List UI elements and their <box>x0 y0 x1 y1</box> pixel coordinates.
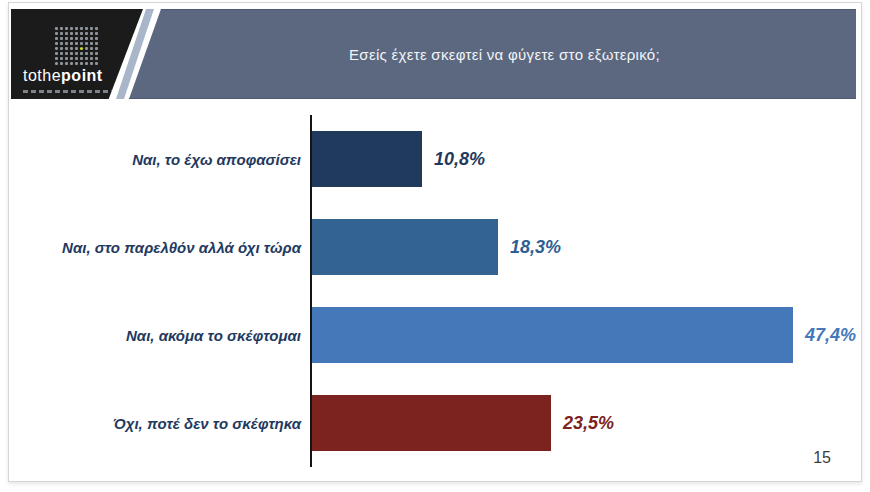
dot-icon <box>70 32 73 35</box>
bar <box>312 307 793 363</box>
category-label: Όχι, ποτέ δεν το σκέφτηκα <box>9 415 301 432</box>
bar-chart: Ναι, το έχω αποφασίσει 10,8% Ναι, στο παρε… <box>9 115 861 467</box>
dot-icon <box>75 52 78 55</box>
bar <box>312 219 498 275</box>
dot-icon <box>95 57 98 60</box>
logo-wordmark-bold: point <box>61 67 103 84</box>
dot-icon <box>90 57 93 60</box>
dot-icon <box>55 37 58 40</box>
dot-icon <box>85 32 88 35</box>
dot-icon <box>70 62 73 65</box>
dot-icon <box>80 52 83 55</box>
dot-icon <box>90 27 93 30</box>
dot-icon <box>60 57 63 60</box>
slide: tothepoint Εσείς έχετε σκεφτεί να φύγετε… <box>8 2 862 482</box>
dot-icon <box>65 32 68 35</box>
dot-icon <box>75 37 78 40</box>
dot-icon <box>60 52 63 55</box>
dot-icon <box>80 37 83 40</box>
dot-icon <box>65 37 68 40</box>
bar <box>312 395 551 451</box>
dot-icon <box>75 27 78 30</box>
dot-icon <box>55 57 58 60</box>
dot-icon <box>85 62 88 65</box>
category-label: Ναι, ακόμα το σκέφτομαι <box>9 327 301 344</box>
dot-icon <box>75 47 78 50</box>
dot-icon <box>70 57 73 60</box>
dot-icon <box>60 27 63 30</box>
dot-icon <box>90 52 93 55</box>
dot-icon <box>75 32 78 35</box>
category-label: Ναι, το έχω αποφασίσει <box>9 151 301 168</box>
chart-row: Ναι, το έχω αποφασίσει 10,8% <box>9 131 861 187</box>
bar <box>312 131 422 187</box>
dot-icon <box>95 37 98 40</box>
category-label: Ναι, στο παρελθόν αλλά όχι τώρα <box>9 239 301 256</box>
dot-icon <box>95 42 98 45</box>
dot-icon <box>80 62 83 65</box>
dot-icon <box>70 52 73 55</box>
dot-icon <box>80 27 83 30</box>
dot-icon <box>90 47 93 50</box>
dot-icon <box>65 62 68 65</box>
chart-row: Όχι, ποτέ δεν το σκέφτηκα 23,5% <box>9 395 861 451</box>
dot-icon <box>80 32 83 35</box>
dot-icon <box>75 57 78 60</box>
logo-tagline-microtext <box>23 90 123 93</box>
value-label: 18,3% <box>510 237 561 258</box>
dot-icon <box>95 47 98 50</box>
dot-icon <box>70 47 73 50</box>
dot-icon <box>55 47 58 50</box>
dots-grid-icon <box>55 27 98 65</box>
dot-icon <box>85 37 88 40</box>
dot-icon <box>90 62 93 65</box>
question-title: Εσείς έχετε σκεφτεί να φύγετε στο εξωτερ… <box>325 46 660 63</box>
page-number: 15 <box>813 449 831 467</box>
dot-icon <box>85 42 88 45</box>
value-label: 47,4% <box>805 325 856 346</box>
logo-wordmark-light: tothe <box>23 67 61 84</box>
dot-icon <box>85 57 88 60</box>
dot-icon <box>85 27 88 30</box>
dot-icon <box>60 32 63 35</box>
dot-icon <box>85 47 88 50</box>
dot-icon <box>95 27 98 30</box>
dot-icon <box>60 62 63 65</box>
dot-icon <box>90 32 93 35</box>
dot-icon <box>65 27 68 30</box>
header-band: Εσείς έχετε σκεφτεί να φύγετε στο εξωτερ… <box>129 9 856 99</box>
dot-icon <box>70 42 73 45</box>
dot-icon <box>55 42 58 45</box>
dot-icon <box>55 62 58 65</box>
chart-rows: Ναι, το έχω αποφασίσει 10,8% Ναι, στο παρε… <box>9 115 861 467</box>
dot-icon <box>65 47 68 50</box>
dot-icon <box>85 52 88 55</box>
value-label: 23,5% <box>563 413 614 434</box>
dot-icon <box>75 42 78 45</box>
dot-icon <box>65 42 68 45</box>
dot-icon <box>65 57 68 60</box>
dot-icon <box>70 37 73 40</box>
dot-icon <box>60 42 63 45</box>
dot-icon <box>75 62 78 65</box>
dot-icon <box>95 62 98 65</box>
chart-row: Ναι, στο παρελθόν αλλά όχι τώρα 18,3% <box>9 219 861 275</box>
dot-icon <box>90 42 93 45</box>
dot-icon <box>95 52 98 55</box>
dot-icon <box>90 37 93 40</box>
value-label: 10,8% <box>434 149 485 170</box>
chart-row: Ναι, ακόμα το σκέφτομαι 47,4% <box>9 307 861 363</box>
dot-icon <box>55 32 58 35</box>
dot-icon <box>60 37 63 40</box>
logo-wordmark: tothepoint <box>23 67 103 85</box>
dot-icon <box>65 52 68 55</box>
dot-icon <box>95 32 98 35</box>
dot-icon <box>55 27 58 30</box>
dot-icon <box>80 57 83 60</box>
dot-icon <box>60 47 63 50</box>
dot-icon <box>55 52 58 55</box>
accent-dot-icon <box>80 47 83 50</box>
dot-icon <box>70 27 73 30</box>
dot-icon <box>80 42 83 45</box>
